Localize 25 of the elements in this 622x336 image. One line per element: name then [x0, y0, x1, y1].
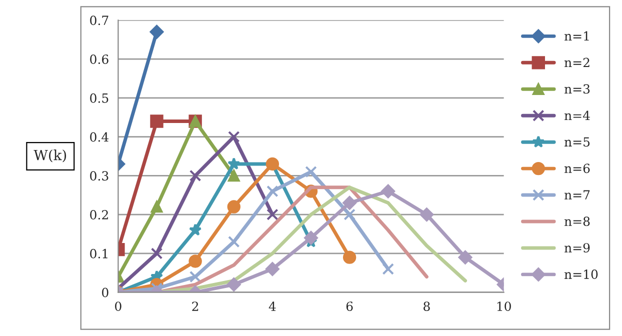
x-tick-label: 10 — [497, 302, 511, 312]
y-tick-label: 0.5 — [90, 93, 108, 103]
x-tick-label: 6 — [346, 302, 353, 312]
y-axis-title: W(k) — [34, 150, 66, 162]
legend-label: n=1 — [564, 31, 589, 41]
legend-label: n=10 — [564, 270, 598, 279]
y-tick-label: 0.4 — [90, 132, 109, 142]
legend-label: n=9 — [564, 243, 590, 253]
legend-label: n=8 — [564, 216, 590, 226]
x-tick-label: 2 — [192, 302, 198, 311]
y-tick-label: 0.7 — [90, 16, 108, 26]
legend-label: n=6 — [564, 164, 590, 174]
y-tick-label: 0.3 — [90, 171, 108, 181]
x-tick-label: 8 — [424, 302, 430, 312]
y-tick-label: 0 — [102, 288, 108, 298]
y-tick-label: 0.6 — [90, 54, 108, 64]
y-tick-label: 0.2 — [90, 210, 108, 220]
x-tick-label: 4 — [268, 302, 276, 311]
legend-label: n=7 — [564, 190, 590, 200]
x-tick-label: 0 — [115, 302, 122, 312]
legend-label: n=5 — [564, 137, 590, 147]
legend-label: n=3 — [564, 84, 590, 94]
legend-label: n=2 — [564, 58, 590, 68]
y-tick-label: 0.1 — [90, 248, 108, 258]
legend-label: n=4 — [564, 110, 590, 120]
